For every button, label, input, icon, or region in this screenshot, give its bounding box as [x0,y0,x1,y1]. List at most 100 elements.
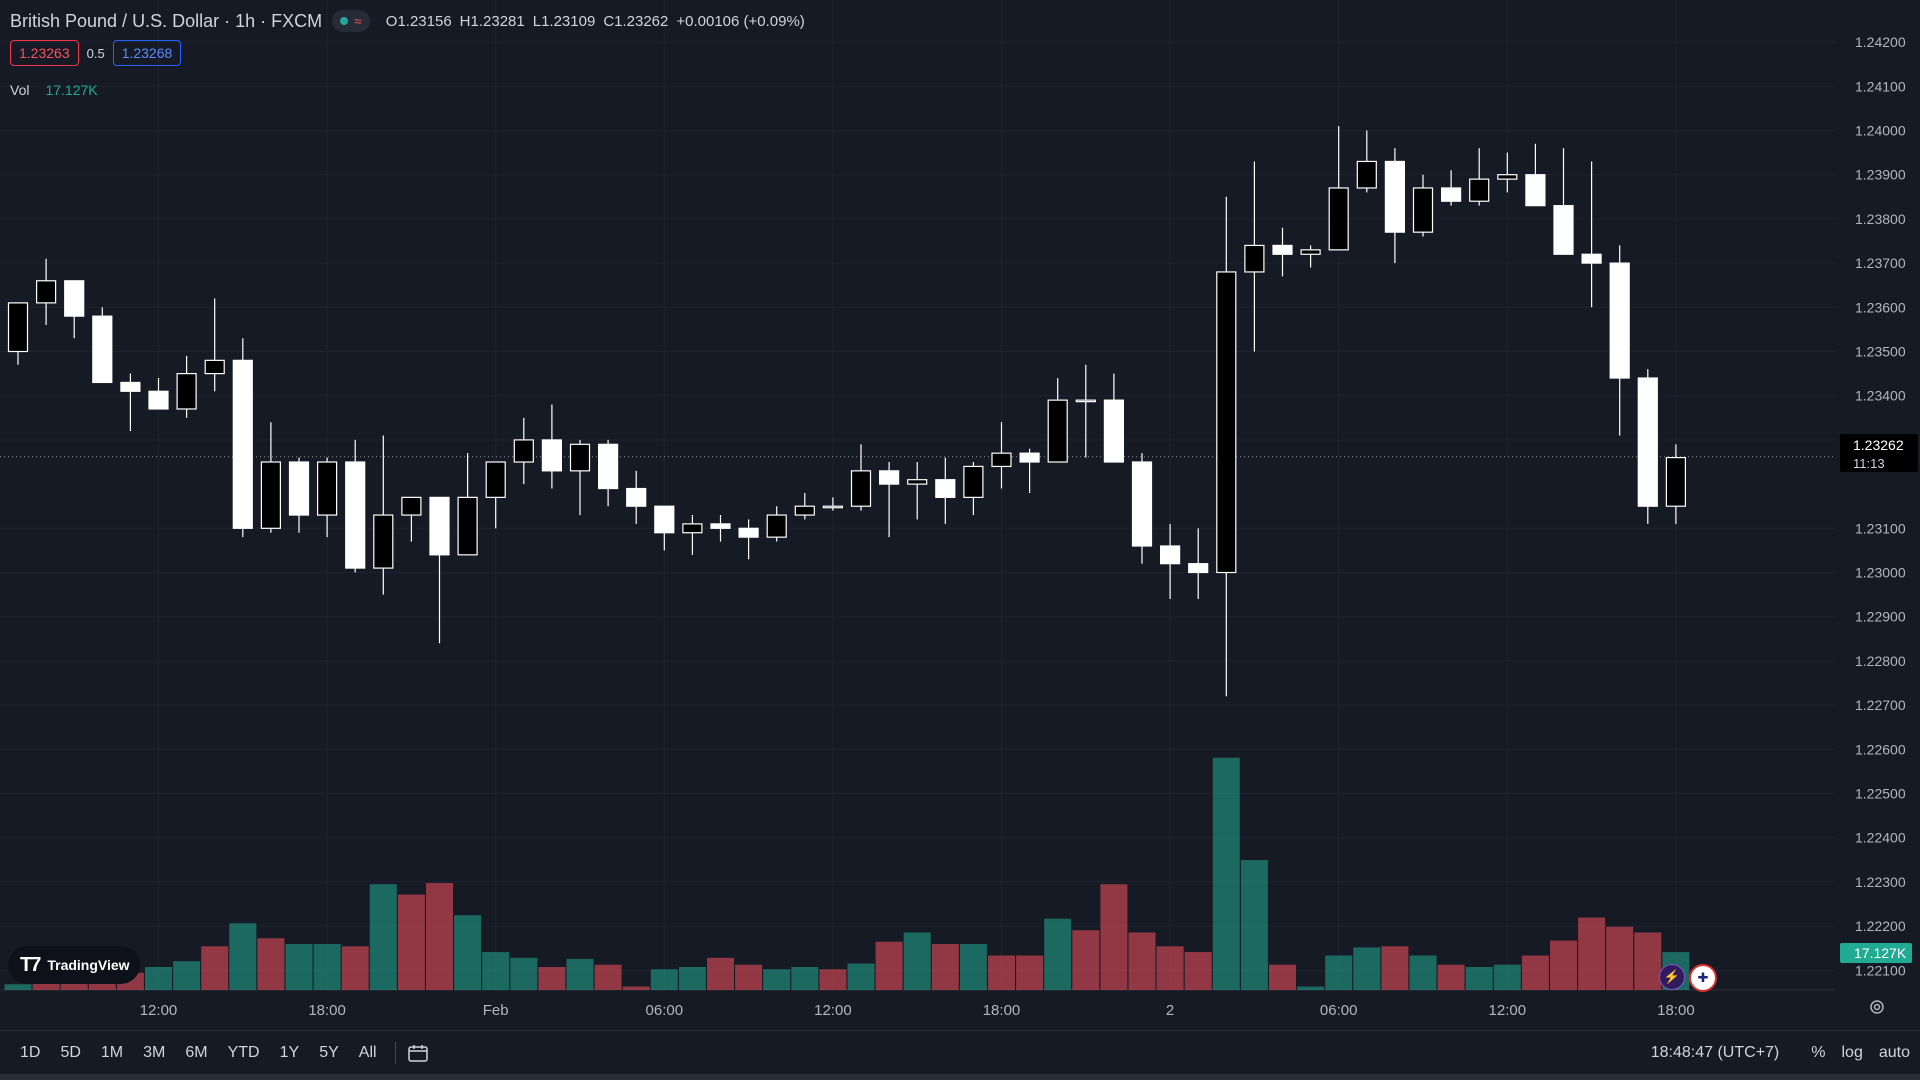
candle-body [176,373,197,410]
change-value: +0.00106 (+0.09%) [676,12,805,30]
gear-icon[interactable] [1868,998,1886,1016]
candle-body [429,496,450,556]
candle-body [1412,187,1434,233]
candle-body [1131,461,1153,547]
volume-bar [735,964,763,990]
event-badges: ⚡ ✚ [1659,964,1717,992]
volume-bar [650,969,678,990]
market-status-pill[interactable]: ≈ [332,10,370,32]
volume-bar [959,944,987,990]
candle-body [1272,244,1293,255]
candle-body [64,280,85,317]
volume-bar [313,944,341,990]
y-tick-label: 1.23700 [1855,255,1906,271]
range-ytd[interactable]: YTD [227,1044,260,1061]
volume-bar [482,952,510,990]
last-price-label: 1.23262 [1853,437,1904,453]
log-scale-button[interactable]: log [1841,1044,1863,1061]
range-1d[interactable]: 1D [20,1044,41,1061]
candle-body [1328,187,1349,251]
symbol-legend: British Pound / U.S. Dollar · 1h · FXCM … [10,10,805,32]
volume-bar [1072,930,1100,990]
volume-bar [819,969,847,990]
volume-bar [1381,946,1409,990]
volume-legend[interactable]: Vol 17.127K [10,82,98,98]
calendar-icon[interactable] [407,1044,428,1062]
range-5y[interactable]: 5Y [319,1044,339,1061]
candle-body [1469,178,1490,202]
volume-bar [1465,967,1493,990]
price-chart[interactable]: 1.24200 1.24100 1.24000 1.23900 1.23800 1.237… [0,0,1920,1030]
symbol-title[interactable]: British Pound / U.S. Dollar · 1h · FXCM [10,10,323,31]
candle-body [597,443,619,490]
candle-body [1103,399,1125,463]
price-axis[interactable]: 1.24200 1.24100 1.24000 1.23900 1.23800 1.237… [1855,34,1906,978]
volume-bar [173,961,201,990]
candle-body [878,470,900,485]
x-tick-label: 18:00 [983,1002,1021,1019]
candle-body [485,461,506,498]
volume-bar [566,958,594,990]
volume-bar [1493,964,1521,990]
volume-bar [1269,964,1296,990]
volume-bar [397,894,425,990]
volume-bar [1521,955,1549,990]
clock[interactable]: 18:48:47 (UTC+7) [1650,1044,1780,1061]
time-axis[interactable]: 12:00 18:00 Feb 06:00 12:00 18:00 2 06:00 12:00 1… [140,1002,1695,1019]
candle-body [1356,160,1377,189]
divider [394,1042,396,1064]
candle-body [907,479,928,485]
y-tick-label: 1.22600 [1855,741,1906,757]
volume-bar [707,957,734,990]
candle-body [1665,456,1687,507]
candle-body [513,439,534,463]
volume-bar [1184,952,1212,990]
volume-bar [1128,932,1156,990]
candle-body [35,280,57,304]
y-tick-label: 1.23800 [1855,211,1906,227]
auto-scale-button[interactable]: auto [1878,1044,1910,1061]
candle-body [541,439,563,472]
volume-bar [903,932,931,990]
y-tick-label: 1.23100 [1855,520,1906,536]
percent-scale-button[interactable]: % [1811,1044,1826,1061]
candle-body [935,479,956,498]
range-all[interactable]: All [358,1044,377,1061]
y-tick-label: 1.22400 [1855,830,1906,846]
candle-body [232,359,253,529]
tradingview-logo[interactable]: T7 TradingView [8,946,140,984]
range-1m[interactable]: 1M [100,1044,124,1061]
range-5d[interactable]: 5D [60,1044,81,1061]
buy-button[interactable]: 1.23268 [112,40,182,66]
candle-body [92,315,113,384]
volume-bar [1297,986,1325,990]
candle-body [148,390,169,410]
scale-tools: 18:48:47 (UTC+7) % log auto [1651,1031,1910,1075]
uk-flag-icon[interactable]: ✚ [1689,964,1717,992]
range-3m[interactable]: 3M [143,1044,166,1061]
volume-bar [622,986,650,990]
volume-bar [369,884,397,990]
volume-bar [931,944,959,990]
volume-bar [510,957,538,990]
candle-body [991,452,1012,468]
lightning-icon[interactable]: ⚡ [1659,964,1685,990]
range-6m[interactable]: 6M [185,1044,208,1061]
market-open-dot-icon [340,17,349,25]
candle-body [1609,262,1630,379]
range-1y[interactable]: 1Y [279,1044,300,1061]
x-tick-label: 2 [1166,1002,1174,1019]
candle-body [1440,187,1462,202]
y-tick-label: 1.24000 [1855,123,1906,139]
sell-button[interactable]: 1.23263 [10,40,79,66]
candle-body [288,461,310,516]
volume-bars [4,757,1690,990]
volume-bar [257,938,285,990]
candle-body [850,470,872,507]
volume-bar [538,967,566,990]
volume-bar [285,944,313,990]
candle-body [373,514,394,569]
candle-body [822,505,844,509]
x-tick-label: 18:00 [1657,1002,1695,1019]
volume-bar [1606,926,1634,990]
